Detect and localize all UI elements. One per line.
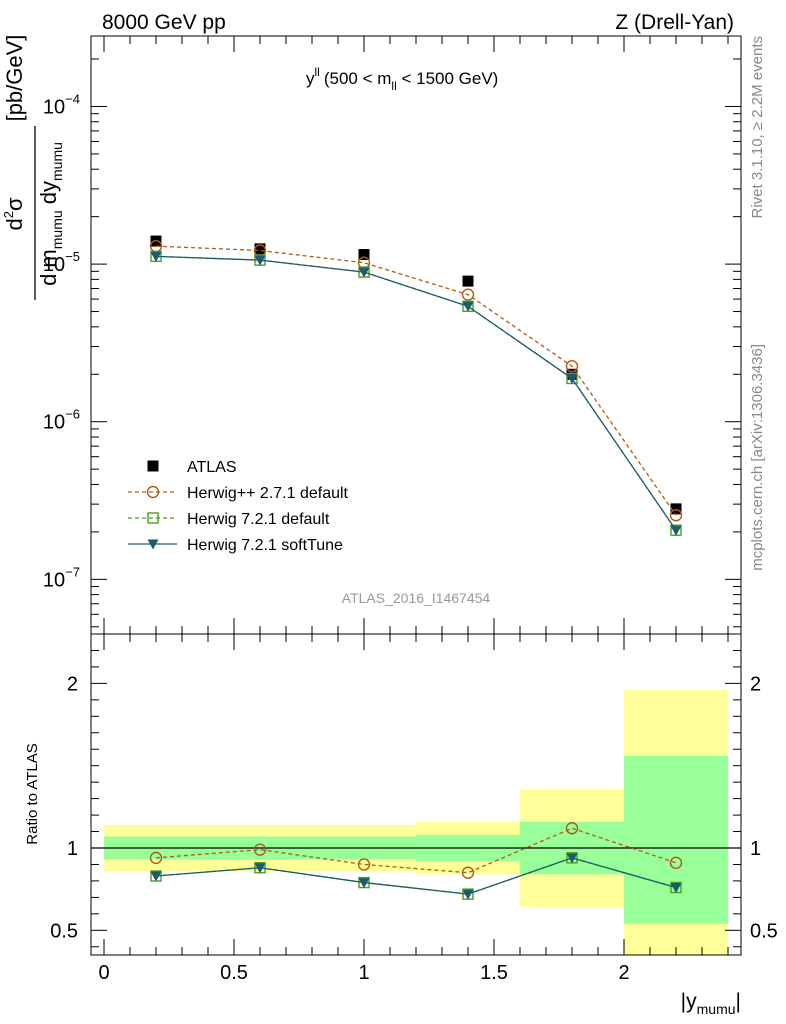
point-atlas bbox=[254, 243, 266, 255]
ratio-point-herwig-2-7-1-default bbox=[669, 856, 683, 870]
series-line-herwig-2-7-1-default bbox=[155, 245, 677, 516]
x-tick-label: 1 bbox=[358, 962, 369, 984]
legend-label-atlas: ATLAS bbox=[187, 459, 237, 476]
main-y-axis: 10−7 10−6 10−5 10−4 bbox=[43, 58, 741, 628]
ratio-y-tick-label: 0.5 bbox=[50, 920, 78, 942]
header-right-label: Z (Drell-Yan) bbox=[615, 11, 734, 34]
main-y-tick-label: 10−4 bbox=[43, 91, 80, 118]
rivet-version-label: Rivet 3.1.10, ≥ 2.2M events bbox=[749, 36, 766, 219]
main-plot-area bbox=[149, 235, 683, 536]
point-herwig-7-2-1-softtune bbox=[358, 267, 370, 278]
ratio-y-tick-label: 2 bbox=[67, 673, 78, 695]
point-atlas bbox=[670, 503, 682, 515]
x-label-post: | bbox=[736, 990, 741, 1013]
ratio-panel: 0.5 0.5 1 1 2 2 0 0.5 1 1.5 2 Ratio to ATLAS bbox=[24, 633, 778, 984]
point-herwig-2-7-1-default bbox=[461, 288, 475, 301]
legend-marker-herwig-2-7-1-default bbox=[146, 485, 160, 499]
ratio-y-axis-label: Ratio to ATLAS bbox=[24, 743, 41, 844]
y-label-denominator: d mmumu dymumu bbox=[36, 142, 65, 286]
plot-title-main: y bbox=[306, 69, 315, 88]
ratio-x-axis: 0 0.5 1 1.5 2 bbox=[98, 634, 729, 984]
point-herwig-2-7-1-default bbox=[669, 509, 683, 522]
point-herwig-7-2-1-softtune bbox=[462, 301, 474, 312]
ratio-plot-area bbox=[91, 689, 741, 955]
legend-marker-herwig-7-2-1-softtune bbox=[147, 539, 159, 550]
ratio-y-tick-label-right: 0.5 bbox=[750, 920, 778, 942]
main-x-axis bbox=[103, 36, 729, 634]
ratio-y-tick-label: 1 bbox=[67, 838, 78, 860]
x-label-sub: mumu bbox=[697, 1001, 736, 1017]
legend-label-herwig-7-2-1-softtune: Herwig 7.2.1 softTune bbox=[187, 537, 343, 554]
plot-title-pre: (500 < m bbox=[324, 69, 392, 88]
legend-label-herwig-7-2-1-default: Herwig 7.2.1 default bbox=[187, 511, 330, 528]
legend-marker-atlas bbox=[147, 460, 159, 472]
x-label-main: |y bbox=[681, 990, 697, 1013]
ratio-point-herwig-2-7-1-default bbox=[149, 851, 163, 865]
point-atlas bbox=[358, 249, 370, 261]
plot-title: yll (500 < mll < 1500 GeV) bbox=[306, 65, 498, 93]
x-tick-label: 1.5 bbox=[480, 962, 508, 984]
ratio-point-herwig-7-2-1-softtune bbox=[566, 853, 578, 864]
point-herwig-2-7-1-default bbox=[565, 360, 579, 373]
point-atlas bbox=[462, 275, 474, 287]
legend-marker-herwig-7-2-1-default bbox=[147, 512, 159, 524]
ratio-point-herwig-7-2-1-softtune bbox=[670, 883, 682, 894]
legend: ATLAS Herwig++ 2.7.1 default Herwig 7.2.1 … bbox=[128, 459, 349, 554]
point-herwig-7-2-1-softtune bbox=[150, 251, 162, 262]
ratio-band-inner bbox=[624, 755, 728, 924]
header-left-label: 8000 GeV pp bbox=[102, 11, 226, 34]
y-label-units: [pb/GeV] bbox=[2, 35, 27, 122]
plot-title-sub: ll bbox=[391, 79, 396, 93]
point-herwig-7-2-1-softtune bbox=[254, 255, 266, 266]
point-herwig-7-2-1-softtune bbox=[566, 374, 578, 385]
ratio-point-herwig-2-7-1-default bbox=[461, 866, 475, 879]
main-y-tick-label: 10−6 bbox=[43, 407, 80, 434]
ratio-line-herwig-2-7-1-default bbox=[155, 827, 677, 874]
y-label-numerator: d2σ bbox=[1, 197, 27, 230]
legend-label-herwig-2-7-1-default: Herwig++ 2.7.1 default bbox=[187, 485, 349, 502]
ratio-point-herwig-7-2-1-softtune bbox=[358, 878, 370, 889]
x-tick-label: 0.5 bbox=[220, 962, 248, 984]
x-tick-label: 2 bbox=[618, 962, 629, 984]
ratio-point-herwig-7-2-1-softtune bbox=[150, 871, 162, 882]
analysis-label: ATLAS_2016_I1467454 bbox=[342, 590, 491, 606]
ratio-y-tick-label-right: 1 bbox=[750, 838, 761, 860]
series-line-herwig-7-2-1-softtune bbox=[155, 255, 677, 531]
main-y-tick-label: 10−7 bbox=[43, 564, 80, 591]
ratio-line-herwig-7-2-1-softtune bbox=[155, 857, 677, 895]
plot-title-sup: ll bbox=[315, 65, 320, 79]
ratio-y-tick-label-right: 2 bbox=[750, 673, 761, 695]
ratio-point-herwig-7-2-1-softtune bbox=[254, 863, 266, 874]
mcplots-label: mcplots.cern.ch [arXiv:1306.3436] bbox=[749, 344, 766, 571]
ratio-y-axis: 0.5 0.5 1 1 2 2 bbox=[50, 649, 778, 948]
x-tick-label: 0 bbox=[98, 962, 109, 984]
main-y-axis-label: d2σ d mmumu dymumu [pb/GeV] bbox=[1, 35, 65, 300]
x-axis-label: |ymumu| bbox=[681, 990, 741, 1017]
point-herwig-7-2-1-softtune bbox=[670, 525, 682, 536]
ratio-point-herwig-2-7-1-default bbox=[565, 822, 579, 835]
plot-title-post: < 1500 GeV) bbox=[397, 69, 499, 88]
main-panel: 10−710−610−510−4 yll (500 < mll < 1500 Ge… bbox=[1, 35, 742, 635]
ratio-point-herwig-2-7-1-default bbox=[253, 843, 267, 856]
ratio-point-herwig-7-2-1-softtune bbox=[462, 889, 474, 900]
main-y-tick-label: 10−5 bbox=[43, 249, 80, 276]
ratio-point-herwig-2-7-1-default bbox=[357, 858, 371, 871]
